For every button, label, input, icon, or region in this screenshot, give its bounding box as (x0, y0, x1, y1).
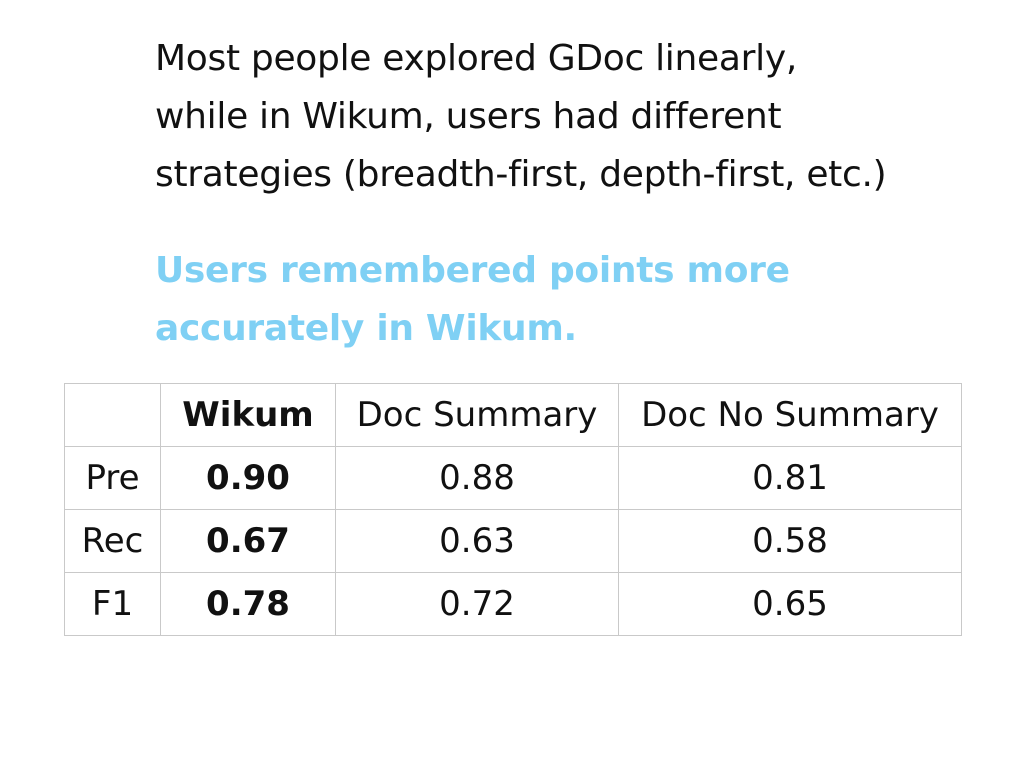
cell-wikum: 0.90 (160, 446, 336, 510)
table-header-row: Wikum Doc Summary Doc No Summary (64, 383, 962, 447)
cell-wikum: 0.78 (160, 572, 336, 636)
header-cell-doc-summary: Doc Summary (335, 383, 619, 447)
cell-doc-summary: 0.72 (335, 572, 619, 636)
cell-doc-no-summary: 0.81 (618, 446, 962, 510)
header-cell-doc-no-summary: Doc No Summary (618, 383, 962, 447)
cell-doc-summary: 0.88 (335, 446, 619, 510)
header-cell-wikum: Wikum (160, 383, 336, 447)
cell-doc-no-summary: 0.58 (618, 509, 962, 573)
finding-text: Most people explored GDoc linearly, whil… (155, 30, 995, 204)
table-row-f1: F1 0.78 0.72 0.65 (64, 572, 962, 636)
finding-line: Most people explored GDoc linearly, (155, 38, 797, 79)
table-row-pre: Pre 0.90 0.88 0.81 (64, 446, 962, 510)
finding-line: strategies (breadth-first, depth-first, … (155, 154, 887, 195)
cell-doc-summary: 0.63 (335, 509, 619, 573)
row-label: F1 (64, 572, 161, 636)
results-table: Wikum Doc Summary Doc No Summary Pre 0.9… (64, 383, 962, 636)
cell-wikum: 0.67 (160, 509, 336, 573)
finding-line: while in Wikum, users had different (155, 96, 782, 137)
row-label: Pre (64, 446, 161, 510)
row-label: Rec (64, 509, 161, 573)
header-cell-empty (64, 383, 161, 447)
cell-doc-no-summary: 0.65 (618, 572, 962, 636)
table-row-rec: Rec 0.67 0.63 0.58 (64, 509, 962, 573)
highlight-finding: Users remembered points more accurately … (155, 242, 995, 358)
highlight-line: Users remembered points more (155, 250, 790, 291)
highlight-line: accurately in Wikum. (155, 308, 577, 349)
